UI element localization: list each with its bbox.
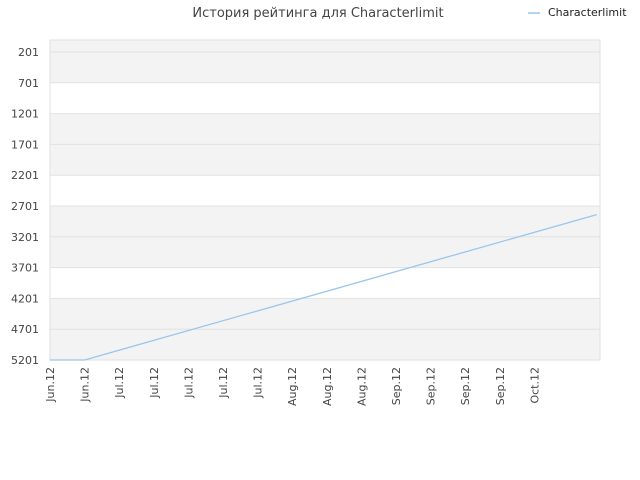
x-tick-label: Sep.12 <box>459 367 472 405</box>
x-tick-label: Jul.12 <box>148 367 161 399</box>
grid-band <box>50 206 600 237</box>
y-tick-label: 1701 <box>11 138 39 151</box>
grid-band <box>50 298 600 330</box>
y-tick-label: 5201 <box>11 354 39 367</box>
x-tick-label: Jul.12 <box>113 367 126 399</box>
x-tick-label: Jul.12 <box>217 367 230 399</box>
y-tick-label: 3201 <box>11 231 39 244</box>
grid-band <box>50 236 600 268</box>
x-tick-label: Aug.12 <box>286 367 299 406</box>
series-line-0 <box>50 213 597 361</box>
grid-band <box>50 329 600 360</box>
grid-band <box>50 40 600 52</box>
y-tick-label: 2201 <box>11 169 39 182</box>
grid-bands <box>50 40 600 360</box>
x-tick-label: Aug.12 <box>321 367 334 406</box>
x-axis: Jun.12 Jun.12 Jul.12 Jul.12 Jul.12 Jul.12 Jul.… <box>44 367 541 406</box>
x-tick-label: Jun.12 <box>79 367 92 403</box>
y-tick-label: 2701 <box>11 200 39 213</box>
plot-frame <box>49 39 601 361</box>
x-tick-label: Jul.12 <box>182 367 195 399</box>
chart-title: История рейтинга для Characterlimit <box>192 6 443 21</box>
legend-label: Characterlimit <box>548 6 627 19</box>
y-tick-label: 701 <box>18 77 39 90</box>
y-tick-label: 4201 <box>11 292 39 305</box>
y-tick-label: 4701 <box>11 323 39 336</box>
y-tick-label: 3701 <box>11 262 39 275</box>
legend[interactable]: Characterlimit <box>528 6 627 19</box>
y-tick-label: 201 <box>18 46 39 59</box>
grid-band <box>50 144 600 176</box>
x-tick-label: Jun.12 <box>44 367 57 403</box>
y-axis: 201 701 1201 1701 2201 2701 3201 3701 4201 4701 52… <box>11 46 39 367</box>
x-tick-label: Sep.12 <box>425 367 438 405</box>
grid-band <box>50 113 600 145</box>
series-layer <box>50 213 597 361</box>
x-tick-label: Jul.12 <box>252 367 265 399</box>
x-tick-label: Sep.12 <box>390 367 403 405</box>
grid-band <box>50 52 600 83</box>
x-tick-label: Oct.12 <box>528 367 541 404</box>
x-tick-label: Aug.12 <box>355 367 368 406</box>
y-tick-label: 1201 <box>11 108 39 121</box>
x-tick-label: Sep.12 <box>494 367 507 405</box>
